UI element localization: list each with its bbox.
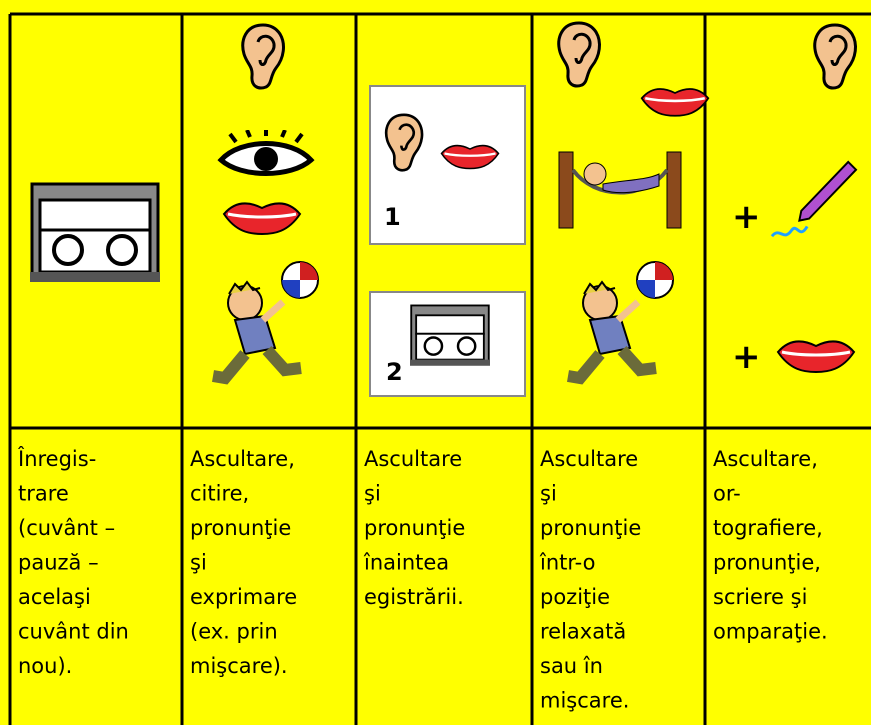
- cell-text-line: or-: [713, 482, 741, 506]
- cell-text-line: şi: [364, 482, 381, 506]
- cell-text-line: mişcare.: [540, 689, 629, 713]
- icon-label: +: [732, 197, 761, 237]
- grid: [8, 12, 871, 725]
- cassette-icon: [410, 304, 490, 366]
- cell-text-line: relaxată: [540, 620, 626, 644]
- cell-text-line: omparaţie.: [713, 620, 828, 644]
- icon-label: +: [732, 337, 761, 377]
- cell-text-line: pronunţie: [190, 516, 291, 540]
- cell-text-line: trare: [18, 482, 69, 506]
- cell-text-line: scriere şi: [713, 585, 807, 609]
- cell-text-line: înaintea: [363, 551, 449, 575]
- cell-text-line: egistrării.: [364, 585, 464, 609]
- cell-text-line: (ex. prin: [190, 620, 278, 644]
- cell-texts: Înregis-trare (cuvânt – pauză – acelaşi cuvâ…: [17, 446, 828, 713]
- cell-text-line: exprimare: [190, 585, 297, 609]
- cell-text-line: citire,: [190, 482, 249, 506]
- cell-text-line: (cuvânt –: [18, 516, 115, 540]
- cell-text-line: Înregis-: [17, 446, 96, 471]
- cell-text-line: pauză –: [18, 551, 99, 575]
- cell-text-line: poziţie: [540, 585, 610, 609]
- cell-text-line: mişcare).: [190, 654, 288, 678]
- cell-text-line: şi: [540, 482, 557, 506]
- cell-text-line: sau în: [540, 654, 603, 678]
- cell-text-line: pronunţie: [540, 516, 641, 540]
- cell-text-line: cuvânt din: [18, 620, 129, 644]
- cell-text-line: Ascultare,: [713, 447, 818, 471]
- cell-text-line: pronunţie,: [713, 551, 821, 575]
- cassette-icon: [30, 182, 160, 282]
- icon-label: 1: [384, 203, 401, 231]
- cell-text-line: pronunţie: [364, 516, 465, 540]
- icon-label: 2: [386, 358, 403, 386]
- cell-text-line: Ascultare,: [190, 447, 295, 471]
- cell-text-line: Ascultare: [540, 447, 638, 471]
- cell-text-line: şi: [190, 551, 207, 575]
- cell-text-line: acelaşi: [18, 585, 91, 609]
- cell-text-line: nou).: [18, 654, 72, 678]
- cell-text-line: tografiere,: [713, 516, 823, 540]
- cell-text-line: Ascultare: [364, 447, 462, 471]
- picture-frame: [369, 85, 526, 245]
- cell-text-line: într-o: [539, 551, 595, 575]
